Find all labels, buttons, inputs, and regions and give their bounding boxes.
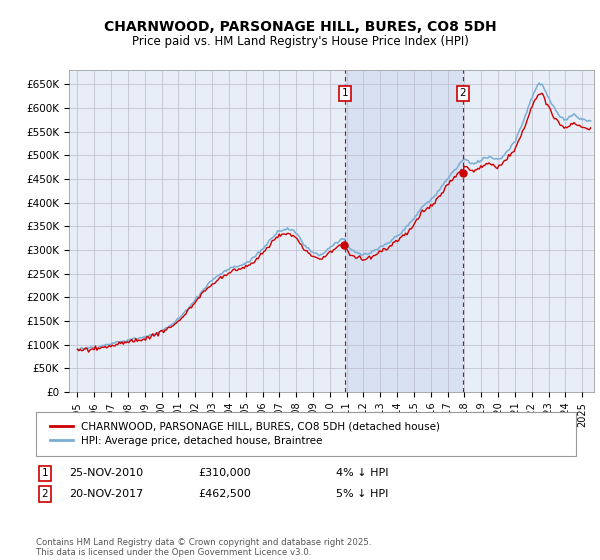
Text: 1: 1 <box>341 88 348 99</box>
Text: CHARNWOOD, PARSONAGE HILL, BURES, CO8 5DH: CHARNWOOD, PARSONAGE HILL, BURES, CO8 5D… <box>104 20 496 34</box>
Text: 5% ↓ HPI: 5% ↓ HPI <box>336 489 388 499</box>
Text: £310,000: £310,000 <box>198 468 251 478</box>
Legend: CHARNWOOD, PARSONAGE HILL, BURES, CO8 5DH (detached house), HPI: Average price, : CHARNWOOD, PARSONAGE HILL, BURES, CO8 5D… <box>47 419 443 449</box>
Text: 20-NOV-2017: 20-NOV-2017 <box>69 489 143 499</box>
Bar <box>345 70 463 392</box>
Text: Contains HM Land Registry data © Crown copyright and database right 2025.
This d: Contains HM Land Registry data © Crown c… <box>36 538 371 557</box>
Text: £462,500: £462,500 <box>198 489 251 499</box>
Text: 2: 2 <box>460 88 466 99</box>
FancyBboxPatch shape <box>36 412 576 456</box>
Text: Price paid vs. HM Land Registry's House Price Index (HPI): Price paid vs. HM Land Registry's House … <box>131 35 469 48</box>
Text: 2: 2 <box>41 489 49 499</box>
Text: 4% ↓ HPI: 4% ↓ HPI <box>336 468 389 478</box>
Text: 1: 1 <box>41 468 49 478</box>
Text: 25-NOV-2010: 25-NOV-2010 <box>69 468 143 478</box>
